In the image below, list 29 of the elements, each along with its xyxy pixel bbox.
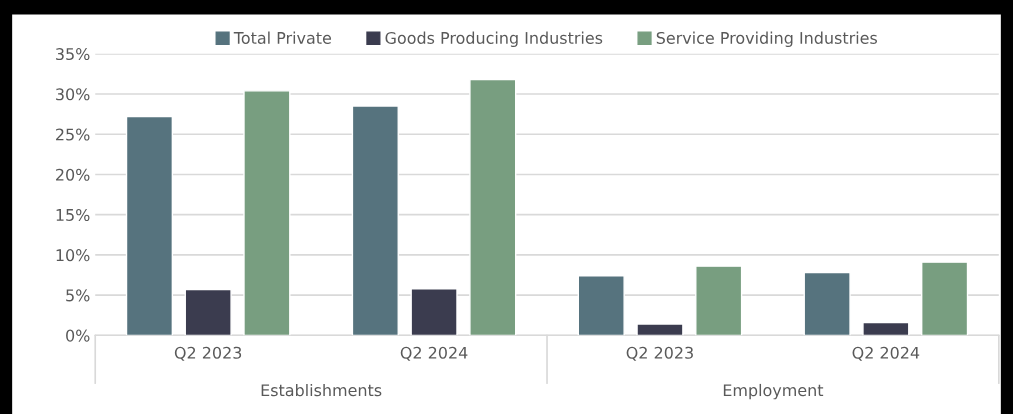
bar [695, 265, 743, 336]
x-tick-label: Q2 2024 [400, 346, 468, 361]
legend-label: Service Providing Industries [656, 31, 878, 48]
legend-label: Total Private [233, 31, 332, 44]
text: Establishments [261, 383, 382, 397]
bar [577, 275, 625, 336]
x-tick-label: Q2 2023 [626, 346, 693, 361]
x-tick-label: Q2 2024 [852, 346, 920, 361]
y-tick-label: 25% [56, 128, 90, 141]
bar [184, 288, 232, 336]
y-tick-label: 10% [56, 249, 90, 262]
bar [410, 287, 458, 336]
y-tick-label: 0% [66, 329, 90, 342]
y-tick-label: 30% [56, 88, 90, 101]
bar [243, 90, 291, 336]
bar [636, 323, 684, 336]
y-tick-label: 5% [66, 289, 90, 302]
y-tick-label: 15% [56, 208, 90, 221]
bar [862, 321, 910, 336]
bar [125, 115, 174, 336]
y-tick-label: 35% [56, 48, 90, 61]
legend-label: Goods Producing Industries [385, 31, 603, 48]
y-tick-label: 20% [56, 168, 90, 181]
bar [469, 78, 517, 336]
bar [803, 271, 851, 336]
text: Employment [723, 383, 824, 400]
x-tick-label: Q2 2023 [174, 346, 242, 361]
bar [921, 261, 969, 336]
bar [351, 105, 399, 336]
